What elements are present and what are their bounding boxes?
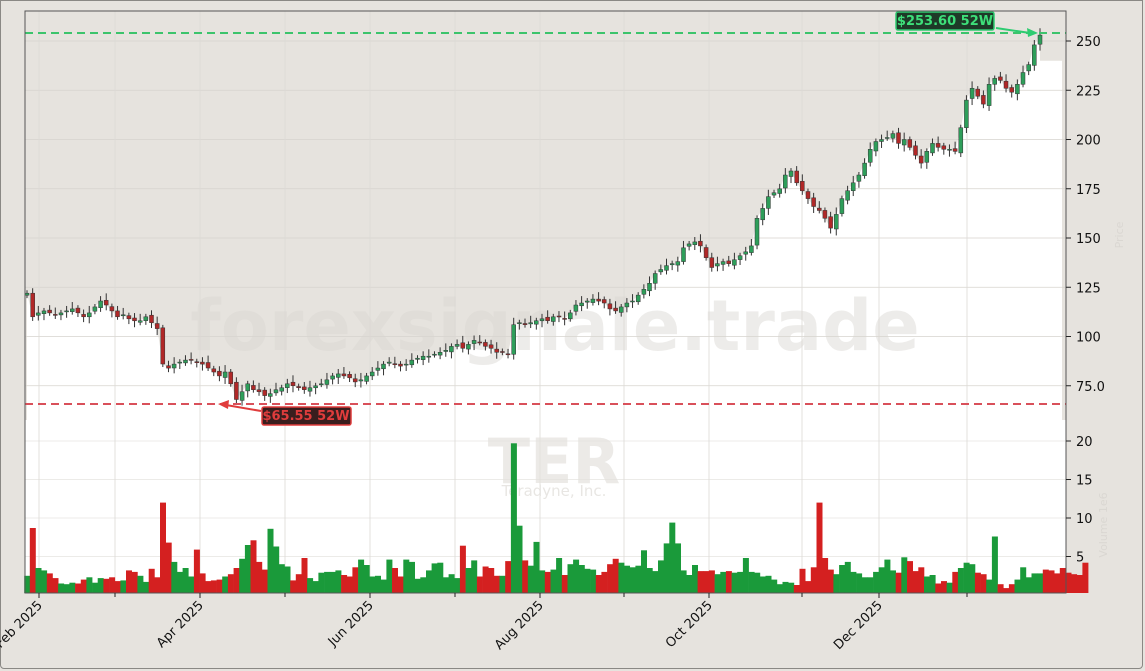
volume-tick-label: 15 (1076, 474, 1093, 489)
volume-tick-label: 10 (1076, 512, 1093, 527)
high-52w-label: $253.60 52W (897, 14, 993, 29)
volume-axis-title: Volume 1e6 (1097, 492, 1110, 557)
date-tick-label: Dec 2025 (831, 598, 886, 653)
price-tick-label: 175 (1076, 183, 1101, 198)
high-52w-arrow (995, 27, 1038, 37)
price-tick-label: 75.0 (1076, 380, 1105, 395)
price-tick-label: 125 (1076, 281, 1101, 296)
volume-tick-label: 20 (1076, 435, 1093, 450)
price-axis-title: Price (1113, 221, 1126, 248)
low-52w-badge: $65.55 52W (261, 406, 352, 426)
candlesticks (24, 28, 1043, 406)
date-tick-label: Feb 2025 (0, 598, 46, 651)
price-tick-label: 200 (1076, 134, 1101, 149)
price-axis: 75.0 100 125 150 175 200 225 250 (1066, 35, 1105, 395)
volume-tick-label: 5 (1076, 551, 1084, 566)
price-tick-label: 150 (1076, 232, 1101, 247)
date-tick-label: Aug 2025 (492, 598, 547, 653)
price-tick-label: 250 (1076, 35, 1101, 50)
volume-axis: 5 10 15 20 (1066, 435, 1093, 566)
price-area-fill (27, 35, 1062, 420)
price-tick-label: 100 (1076, 331, 1101, 346)
date-tick-label: Jun 2025 (325, 598, 377, 650)
watermark-ticker: TER (488, 425, 620, 498)
plot-border (24, 10, 1067, 594)
date-tick-label: Oct 2025 (663, 598, 716, 651)
date-tick-label: Apr 2025 (154, 598, 207, 651)
high-52w-badge: $253.60 52W (895, 11, 995, 31)
date-axis: Feb 2025 Apr 2025 Jun 2025 Aug 2025 Oct 2025… (0, 593, 968, 653)
low-52w-label: $65.55 52W (262, 409, 349, 424)
price-tick-label: 225 (1076, 84, 1101, 99)
watermark-company: Teradyne, Inc. (501, 482, 607, 500)
watermark-site: forexsignale.trade (190, 285, 919, 367)
volume-bars (24, 443, 1089, 594)
low-52w-arrow (218, 400, 262, 412)
